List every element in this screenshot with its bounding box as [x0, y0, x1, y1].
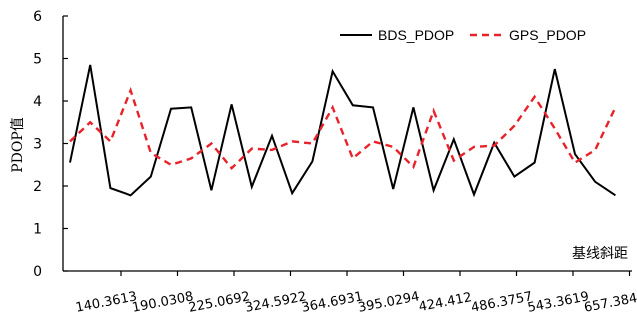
y-tick-label: 4 — [33, 94, 42, 110]
legend-label: BDS_PDOP — [378, 27, 454, 43]
series-line-gps-pdop — [69, 86, 617, 170]
x-tick-label: 140.3613 — [74, 289, 138, 316]
x-tick-label: 543.3619 — [526, 289, 590, 316]
y-axis-label: PDOP值 — [10, 117, 26, 173]
series-line-bds-pdop — [69, 64, 616, 198]
x-tick-label: 190.0308 — [131, 289, 195, 316]
x-tick-label: 225.0692 — [187, 289, 251, 316]
y-tick-label: 5 — [33, 52, 42, 68]
x-tick-label: 424.412 — [418, 290, 474, 315]
x-axis-label: 基线斜距 — [572, 245, 628, 262]
x-tick-label: 324.5922 — [244, 289, 308, 316]
y-axis-ticks: 0 1 2 3 4 5 6 — [33, 9, 68, 280]
x-tick-label: 486.3757 — [470, 289, 534, 316]
x-tick-label: 364.6931 — [300, 289, 364, 316]
y-tick-label: 3 — [33, 137, 42, 153]
legend-label: GPS_PDOP — [509, 27, 586, 43]
series-lines — [69, 64, 617, 198]
y-tick-label: 6 — [33, 9, 42, 25]
y-tick-label: 2 — [33, 179, 42, 195]
x-tick-label: 395.0294 — [357, 289, 421, 316]
x-axis-ticks: 140.3613190.0308225.0692324.5922364.6931… — [74, 271, 637, 316]
y-tick-label: 1 — [33, 222, 42, 238]
legend: BDS_PDOP GPS_PDOP — [340, 27, 586, 43]
y-tick-label: 0 — [33, 264, 42, 280]
x-tick-label: 657.3842 — [583, 289, 637, 316]
